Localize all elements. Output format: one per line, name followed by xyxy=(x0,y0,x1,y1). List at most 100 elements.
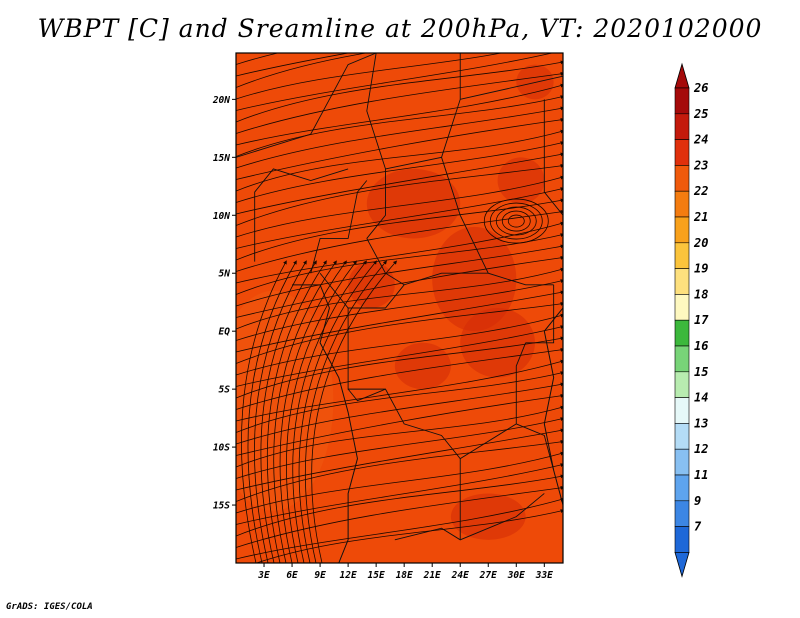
warm-patch xyxy=(516,64,554,100)
colorbar-swatch xyxy=(674,371,690,398)
colorbar-swatch xyxy=(674,268,690,295)
streamline-eddy xyxy=(489,202,543,240)
grads-credit: GrADS: IGES/COLA xyxy=(6,602,93,612)
colorbar-swatch xyxy=(674,448,690,476)
colorbar-swatch xyxy=(674,87,690,115)
lat-tick-label: 15S xyxy=(213,501,230,512)
streamline xyxy=(236,439,563,502)
streamline xyxy=(236,71,563,134)
colorbar-label: 13 xyxy=(694,416,708,430)
streamline xyxy=(241,260,287,563)
border-line xyxy=(460,75,563,100)
streamline xyxy=(273,260,337,563)
colorbar-label: 24 xyxy=(693,133,708,147)
colorbar-label: 17 xyxy=(694,313,709,327)
colorbar-label: 15 xyxy=(694,365,708,379)
streamline xyxy=(286,260,357,563)
cool-patch xyxy=(236,290,334,511)
border-line xyxy=(347,388,386,402)
colorbar-label: 25 xyxy=(693,107,708,121)
streamline xyxy=(255,509,563,563)
colorbar-label: 19 xyxy=(694,262,708,276)
colorbar-bottom-arrow xyxy=(674,552,690,578)
lake-shore xyxy=(543,307,563,506)
lon-tick-label: 18E xyxy=(396,570,413,581)
streamline xyxy=(236,497,563,560)
colorbar-label: 18 xyxy=(694,287,708,301)
border-line xyxy=(347,308,527,460)
warm-patch xyxy=(366,168,461,239)
streamline xyxy=(236,279,563,341)
colorbar-swatch xyxy=(674,113,690,140)
colorbar-swatch xyxy=(674,216,690,244)
streamline xyxy=(236,163,563,226)
colorbar-swatch xyxy=(674,500,690,527)
border-line xyxy=(254,168,349,262)
lat-tick-label: 10S xyxy=(213,443,230,454)
streamline xyxy=(304,260,388,563)
streamline xyxy=(236,347,563,410)
streamline xyxy=(236,187,563,249)
streamline xyxy=(236,53,351,77)
streamline xyxy=(236,463,563,525)
map-frame xyxy=(235,52,564,564)
colorbar-label: 21 xyxy=(693,210,708,224)
lon-tick-label: 12E xyxy=(340,570,357,581)
longitude-axis: 3E 6E 9E 12E 15E 18E 21E 24E 27E 30E 33E xyxy=(257,563,553,581)
warm-patch xyxy=(394,342,451,390)
streamline-eddy xyxy=(507,214,525,228)
colorbar-label: 9 xyxy=(694,494,701,508)
streamline xyxy=(236,336,563,399)
streamline-eddy xyxy=(495,206,537,236)
map-panel xyxy=(236,53,563,563)
warm-patch xyxy=(348,261,395,308)
streamline xyxy=(236,474,563,537)
border-line xyxy=(385,53,461,170)
lat-tick-label: EQ xyxy=(219,327,231,338)
colorbar-label: 22 xyxy=(693,184,708,198)
colorbar-label: 20 xyxy=(693,236,708,250)
warm-patch xyxy=(432,226,517,332)
streamline xyxy=(279,260,347,563)
streamline xyxy=(236,141,563,203)
colorbar-swatch xyxy=(674,345,690,373)
lat-tick-label: 5N xyxy=(219,269,231,280)
streamline xyxy=(236,175,563,238)
colorbar-label: 11 xyxy=(694,468,708,482)
lat-tick-label: 20N xyxy=(212,95,230,106)
lon-tick-label: 15E xyxy=(368,570,385,581)
streamline xyxy=(236,428,563,491)
streamline xyxy=(247,260,297,563)
lon-tick-label: 30E xyxy=(507,570,525,581)
streamline xyxy=(236,53,504,100)
streamline xyxy=(236,393,563,456)
streamline xyxy=(236,405,563,468)
colorbar: 26 25 24 23 22 21 20 19 18 17 16 15 14 13 12 11 9 7 xyxy=(674,62,709,578)
streamline xyxy=(236,313,563,376)
lon-tick-label: 6E xyxy=(286,570,298,581)
lon-tick-label: 9E xyxy=(314,570,326,581)
colorbar-label: 12 xyxy=(694,442,708,456)
colorbar-swatch xyxy=(674,165,690,192)
warm-patch xyxy=(497,157,545,204)
colorbar-label: 16 xyxy=(694,339,708,353)
streamline xyxy=(298,260,378,563)
streamline xyxy=(292,260,367,563)
colorbar-swatch xyxy=(674,397,690,424)
lon-tick-label: 27E xyxy=(479,570,497,581)
colorbar-swatch xyxy=(674,474,690,502)
streamline xyxy=(236,485,563,548)
lon-tick-label: 24E xyxy=(451,570,469,581)
streamline xyxy=(236,371,563,433)
streamline xyxy=(236,290,563,353)
map-title: WBPT [C] and Sreamline at 200hPa, VT: 20… xyxy=(37,14,763,43)
streamline xyxy=(236,301,563,364)
colorbar-label: 14 xyxy=(694,391,708,405)
streamline xyxy=(236,221,563,284)
streamline xyxy=(260,260,317,563)
lon-tick-label: 21E xyxy=(423,570,441,581)
streamline xyxy=(236,53,369,88)
lat-tick-label: 5S xyxy=(219,385,231,396)
colorbar-swatch xyxy=(674,319,690,347)
latitude-axis: 20N 15N 10N 5N EQ 5S 10S 15S xyxy=(212,95,236,512)
